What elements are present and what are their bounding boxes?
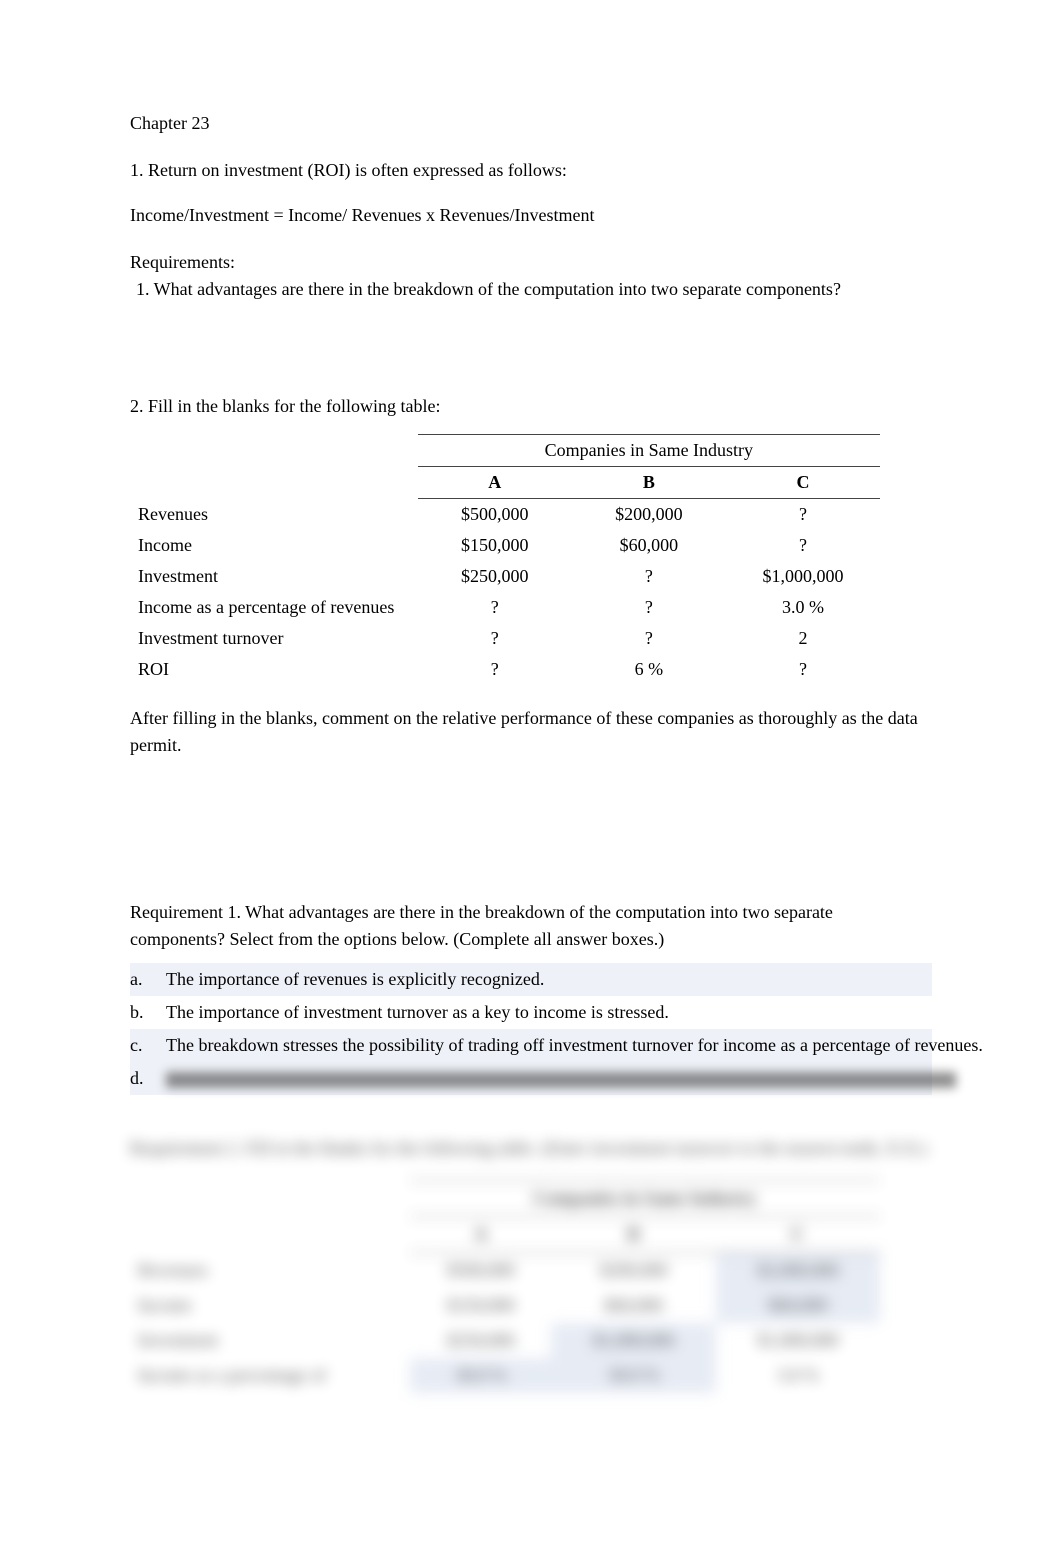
row-label: Income	[130, 1288, 410, 1323]
after-table-text: After filling in the blanks, comment on …	[130, 705, 932, 759]
row-label: Revenues	[130, 499, 418, 531]
cell-value: $250,000	[418, 561, 572, 592]
row-label: Investment turnover	[130, 623, 418, 654]
cell-value: ?	[572, 623, 726, 654]
blurred-table: Companies in Same Industry A B C Revenue…	[130, 1180, 880, 1393]
cell-value: $500,000	[418, 499, 572, 531]
roi-formula: Income/Investment = Income/ Revenues x R…	[130, 202, 932, 229]
answer-text: The importance of investment turnover as…	[166, 999, 932, 1026]
row-label: Investment	[130, 1323, 410, 1358]
cell-value: 3.0 %	[726, 592, 880, 623]
cell-value: ?	[418, 592, 572, 623]
cell-value: 2	[726, 623, 880, 654]
requirement-1-text: 1. What advantages are there in the brea…	[136, 276, 932, 303]
row-label: Income as a percentage of	[130, 1358, 410, 1393]
col-header-b: B	[572, 467, 726, 499]
answer-option-a[interactable]: a. The importance of revenues is explici…	[130, 963, 932, 996]
table-row: Income as a percentage of 30.0 % 30.0 % …	[130, 1358, 880, 1393]
cell-value: $60,000	[716, 1288, 880, 1323]
cell-value: $150,000	[418, 530, 572, 561]
table-row: Income $150,000 $60,000 $60,000	[130, 1288, 880, 1323]
answer-letter: b.	[130, 999, 166, 1026]
table-header-span: Companies in Same Industry	[418, 435, 880, 467]
row-label: Investment	[130, 561, 418, 592]
answer-text: The breakdown stresses the possibility o…	[166, 1032, 983, 1059]
cell-value: ?	[726, 499, 880, 531]
cell-value: ?	[418, 654, 572, 685]
table-row: Income as a percentage of revenues ? ? 3…	[130, 592, 880, 623]
col-header-a: A	[418, 467, 572, 499]
answer-letter: a.	[130, 966, 166, 993]
cell-value: $250,000	[410, 1323, 551, 1358]
table-row: ROI ? 6 % ?	[130, 654, 880, 685]
cell-value: $200,000	[551, 1253, 715, 1289]
cell-value: 30.0 %	[551, 1358, 715, 1393]
answer-option-d[interactable]: d.	[130, 1062, 932, 1095]
cell-value: ?	[572, 561, 726, 592]
cell-value: $1,000,000	[726, 561, 880, 592]
blurred-req2-text: Requirement 2. Fill in the blanks for th…	[130, 1135, 932, 1162]
req1-intro: Requirement 1. What advantages are there…	[130, 899, 932, 953]
blurred-preview-region: Requirement 2. Fill in the blanks for th…	[130, 1135, 932, 1393]
cell-value: $500,000	[410, 1253, 551, 1289]
cell-value: ?	[572, 592, 726, 623]
blur-header-span: Companies in Same Industry	[410, 1181, 880, 1217]
requirements-label: Requirements:	[130, 249, 932, 276]
table-row: Investment $250,000 ? $1,000,000	[130, 561, 880, 592]
cell-value: ?	[726, 530, 880, 561]
q1-prompt: 1. Return on investment (ROI) is often e…	[130, 157, 932, 184]
table-row: Revenues $500,000 $200,000 $2,000,000	[130, 1253, 880, 1289]
blur-col-c: C	[716, 1217, 880, 1253]
table-row: Investment turnover ? ? 2	[130, 623, 880, 654]
cell-value: $1,000,000	[716, 1323, 880, 1358]
cell-value: $150,000	[410, 1288, 551, 1323]
blur-col-b: B	[551, 1217, 715, 1253]
cell-value: $60,000	[572, 530, 726, 561]
answer-letter: d.	[130, 1065, 166, 1092]
cell-value: 3.0 %	[716, 1358, 880, 1393]
cell-value: 6 %	[572, 654, 726, 685]
blur-col-a: A	[410, 1217, 551, 1253]
cell-value: $2,000,000	[716, 1253, 880, 1289]
table-row: Income $150,000 $60,000 ?	[130, 530, 880, 561]
cell-value: $1,000,000	[551, 1323, 715, 1358]
answer-text: The importance of revenues is explicitly…	[166, 966, 932, 993]
companies-table: Companies in Same Industry A B C Revenue…	[130, 434, 880, 685]
row-label: Income	[130, 530, 418, 561]
chapter-title: Chapter 23	[130, 110, 932, 137]
answer-text-redacted	[166, 1065, 956, 1092]
answer-letter: c.	[130, 1032, 166, 1059]
row-label: Revenues	[130, 1253, 410, 1289]
cell-value: 30.0 %	[410, 1358, 551, 1393]
row-label: Income as a percentage of revenues	[130, 592, 418, 623]
cell-value: ?	[726, 654, 880, 685]
table-row: Revenues $500,000 $200,000 ?	[130, 499, 880, 531]
col-header-c: C	[726, 467, 880, 499]
row-label: ROI	[130, 654, 418, 685]
q2-prompt: 2. Fill in the blanks for the following …	[130, 393, 932, 420]
cell-value: ?	[418, 623, 572, 654]
answer-option-b[interactable]: b. The importance of investment turnover…	[130, 996, 932, 1029]
cell-value: $200,000	[572, 499, 726, 531]
table-row: Investment $250,000 $1,000,000 $1,000,00…	[130, 1323, 880, 1358]
cell-value: $60,000	[551, 1288, 715, 1323]
answer-option-c[interactable]: c. The breakdown stresses the possibilit…	[130, 1029, 932, 1062]
